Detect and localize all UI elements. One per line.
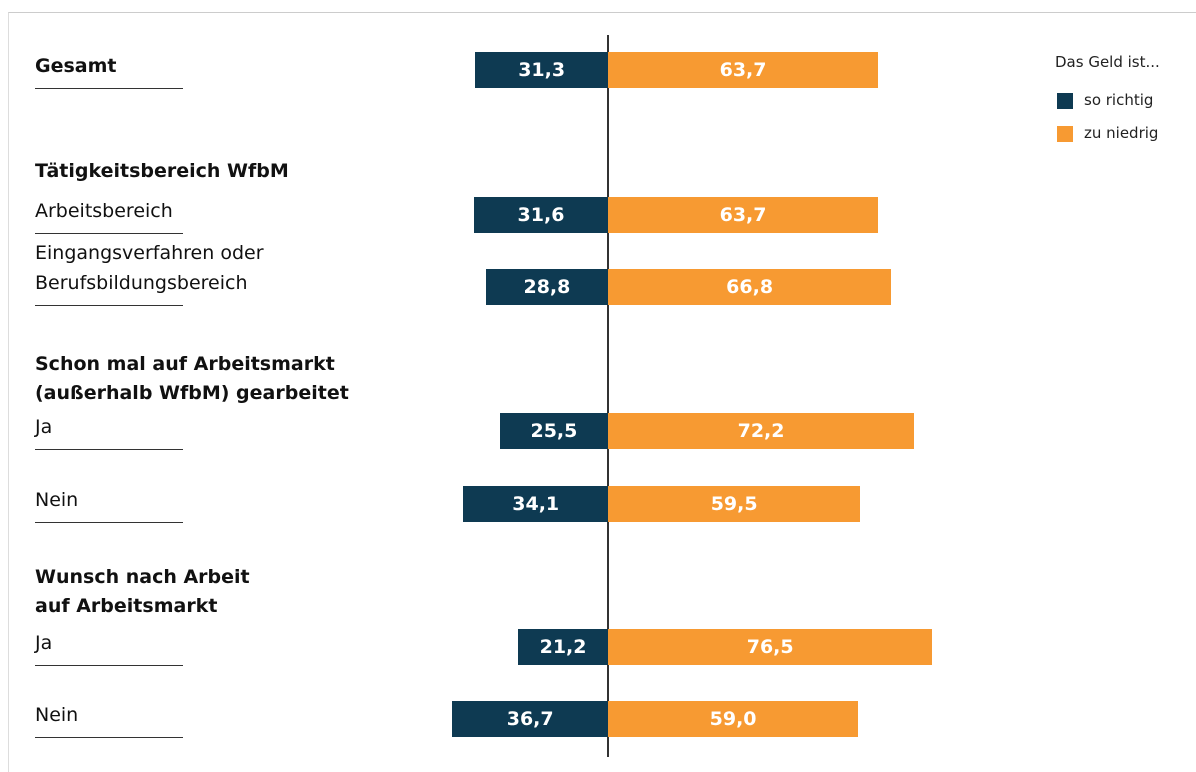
value-label: 36,7 bbox=[506, 708, 554, 730]
bar bbox=[485, 269, 608, 305]
legend-title: Das Geld ist... bbox=[1055, 53, 1160, 71]
bar bbox=[518, 629, 608, 665]
section-title: Schon mal auf Arbeitsmarkt (außerhalb Wf… bbox=[35, 353, 349, 404]
value-label: 63,7 bbox=[719, 59, 767, 81]
value-label: 31,6 bbox=[517, 204, 565, 226]
label-underline bbox=[35, 88, 183, 89]
frame bbox=[8, 12, 1196, 772]
value-label: 34,1 bbox=[512, 493, 560, 515]
value-label: 63,7 bbox=[719, 204, 767, 226]
bar bbox=[499, 413, 608, 449]
bar bbox=[608, 197, 879, 233]
category-label: Ja bbox=[35, 632, 53, 654]
category-label: Nein bbox=[35, 489, 79, 511]
section-title: Tätigkeitsbereich WfbM bbox=[35, 160, 289, 182]
label-underline bbox=[35, 305, 183, 306]
label-underline bbox=[35, 449, 183, 450]
bar bbox=[474, 197, 608, 233]
bar bbox=[475, 52, 608, 88]
bar bbox=[463, 486, 608, 522]
label-underline bbox=[35, 665, 183, 666]
legend-swatch bbox=[1057, 93, 1073, 109]
category-label: Ja bbox=[35, 416, 53, 438]
bar bbox=[608, 629, 933, 665]
bar bbox=[452, 701, 608, 737]
value-label: 66,8 bbox=[726, 276, 774, 298]
label-underline bbox=[35, 737, 183, 738]
value-label: 28,8 bbox=[523, 276, 571, 298]
value-label: 72,2 bbox=[737, 420, 785, 442]
value-label: 25,5 bbox=[530, 420, 578, 442]
legend-swatch bbox=[1057, 126, 1073, 142]
category-label: Nein bbox=[35, 704, 79, 726]
category-label: Eingangsverfahren oder Berufsbildungsber… bbox=[35, 242, 264, 294]
value-label: 31,3 bbox=[518, 59, 566, 81]
value-label: 76,5 bbox=[746, 636, 794, 658]
section-title: Wunsch nach Arbeit auf Arbeitsmarkt bbox=[35, 566, 250, 617]
value-label: 59,0 bbox=[709, 708, 757, 730]
bar bbox=[608, 486, 861, 522]
bar bbox=[608, 52, 879, 88]
bar bbox=[608, 269, 892, 305]
center-line bbox=[607, 35, 609, 757]
label-underline bbox=[35, 522, 183, 523]
category-label: Arbeitsbereich bbox=[35, 200, 173, 222]
legend-label: so richtig bbox=[1084, 91, 1154, 109]
label-underline bbox=[35, 233, 183, 234]
legend-label: zu niedrig bbox=[1084, 124, 1159, 142]
value-label: 59,5 bbox=[710, 493, 758, 515]
bar bbox=[608, 413, 915, 449]
bar bbox=[608, 701, 859, 737]
category-label: Gesamt bbox=[35, 55, 117, 77]
value-label: 21,2 bbox=[539, 636, 587, 658]
